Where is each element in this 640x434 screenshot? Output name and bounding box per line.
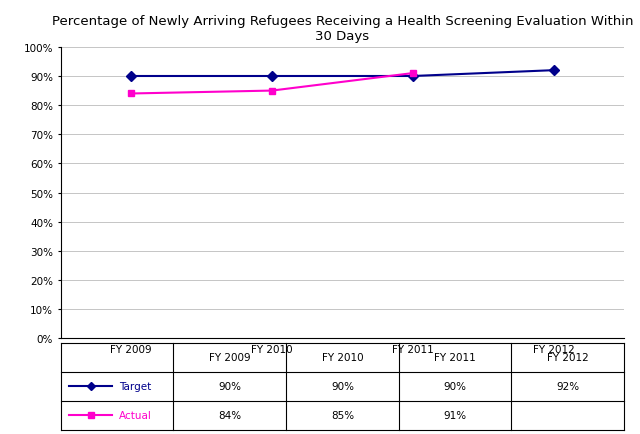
Text: Target: Target: [119, 381, 152, 391]
Text: 91%: 91%: [444, 410, 467, 420]
Text: FY 2011: FY 2011: [434, 352, 476, 362]
Text: 84%: 84%: [218, 410, 241, 420]
Text: Actual: Actual: [119, 410, 152, 420]
Text: 92%: 92%: [556, 381, 579, 391]
Text: FY 2012: FY 2012: [547, 352, 589, 362]
Title: Percentage of Newly Arriving Refugees Receiving a Health Screening Evaluation Wi: Percentage of Newly Arriving Refugees Re…: [52, 14, 633, 43]
Text: 90%: 90%: [218, 381, 241, 391]
Text: FY 2009: FY 2009: [209, 352, 251, 362]
Text: 90%: 90%: [444, 381, 467, 391]
Text: FY 2010: FY 2010: [321, 352, 364, 362]
Text: 90%: 90%: [331, 381, 354, 391]
Text: 85%: 85%: [331, 410, 354, 420]
